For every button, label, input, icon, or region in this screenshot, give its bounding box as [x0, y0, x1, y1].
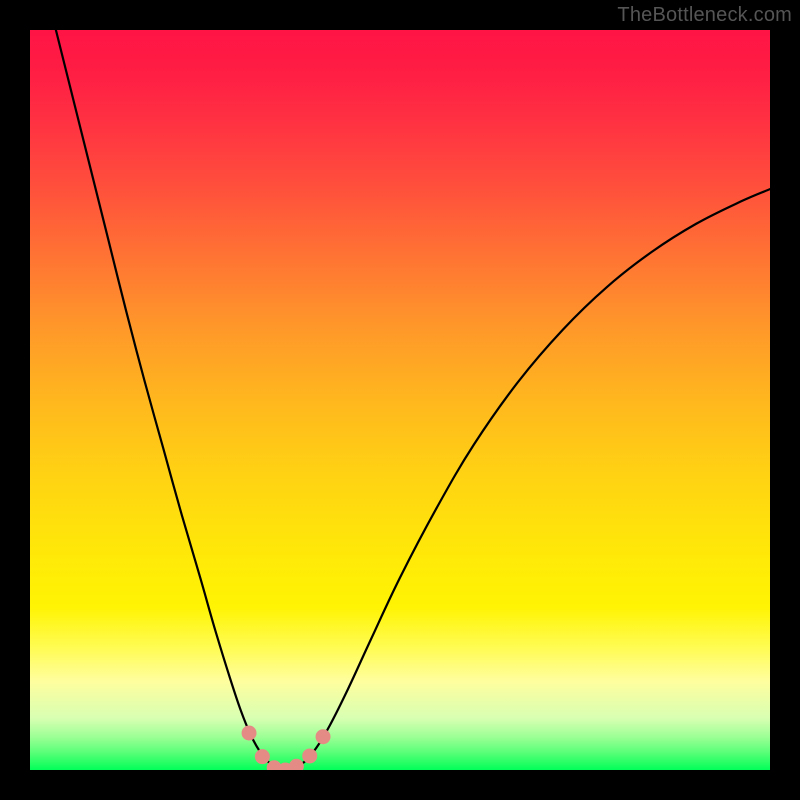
chart-outer [0, 0, 800, 800]
marker-dot [289, 759, 304, 770]
marker-dot [302, 748, 317, 763]
marker-dot [242, 726, 257, 741]
curve-layer [30, 30, 770, 770]
chart-area [30, 30, 770, 770]
watermark-text: TheBottleneck.com [617, 4, 792, 27]
marker-dot [255, 749, 270, 764]
curve-right [285, 189, 770, 770]
marker-dot [316, 729, 331, 744]
curve-left [56, 30, 285, 770]
